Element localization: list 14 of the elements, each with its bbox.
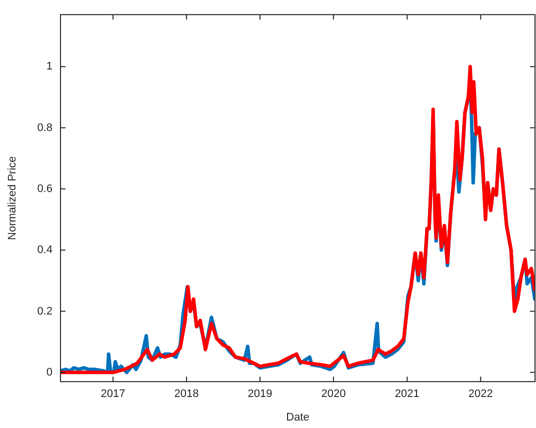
y-tick-label: 0 <box>46 366 52 378</box>
x-tick-label: 2020 <box>321 388 346 400</box>
y-tick-label: 0.2 <box>37 305 52 318</box>
y-tick-label: 0.4 <box>37 244 52 256</box>
x-tick-label: 2022 <box>468 388 493 400</box>
y-tick-label: 1 <box>46 60 52 73</box>
x-axis-title: Date <box>286 411 310 424</box>
x-tick-label: 2021 <box>394 388 420 400</box>
y-tick-label: 0.6 <box>37 182 52 195</box>
x-tick-label: 2017 <box>100 388 126 400</box>
x-tick-label: 2019 <box>248 388 272 400</box>
x-tick-label: 2018 <box>174 388 199 400</box>
y-tick-label: 0.8 <box>37 122 52 134</box>
y-axis-title: Normalized Price <box>6 156 19 240</box>
